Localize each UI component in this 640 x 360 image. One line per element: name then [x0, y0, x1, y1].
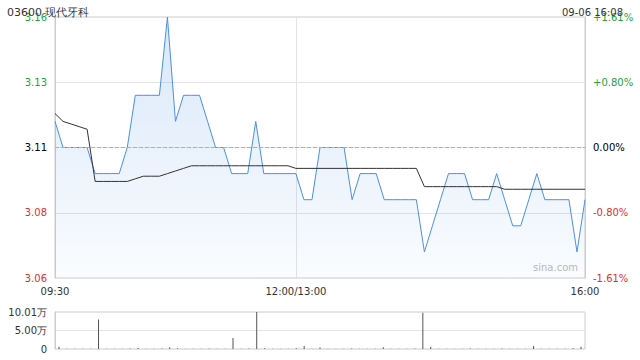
svg-text:09:30: 09:30	[41, 286, 70, 297]
svg-text:16:00: 16:00	[571, 286, 600, 297]
svg-text:3.11: 3.11	[25, 142, 47, 153]
svg-text:0: 0	[41, 344, 47, 355]
svg-text:5.00万: 5.00万	[15, 325, 47, 336]
svg-text:+0.80%: +0.80%	[593, 77, 633, 88]
svg-text:3.06: 3.06	[25, 273, 47, 284]
svg-text:12:00/13:00: 12:00/13:00	[265, 286, 326, 297]
svg-text:3.13: 3.13	[25, 77, 47, 88]
svg-text:03600 现代牙科: 03600 现代牙科	[7, 6, 90, 19]
svg-text:-1.61%: -1.61%	[593, 273, 628, 284]
svg-text:09-06 16:08: 09-06 16:08	[562, 7, 623, 18]
svg-text:10.01万: 10.01万	[8, 307, 47, 318]
svg-text:0.00%: 0.00%	[593, 142, 625, 153]
svg-text:-0.80%: -0.80%	[593, 207, 628, 218]
svg-text:3.08: 3.08	[25, 207, 47, 218]
